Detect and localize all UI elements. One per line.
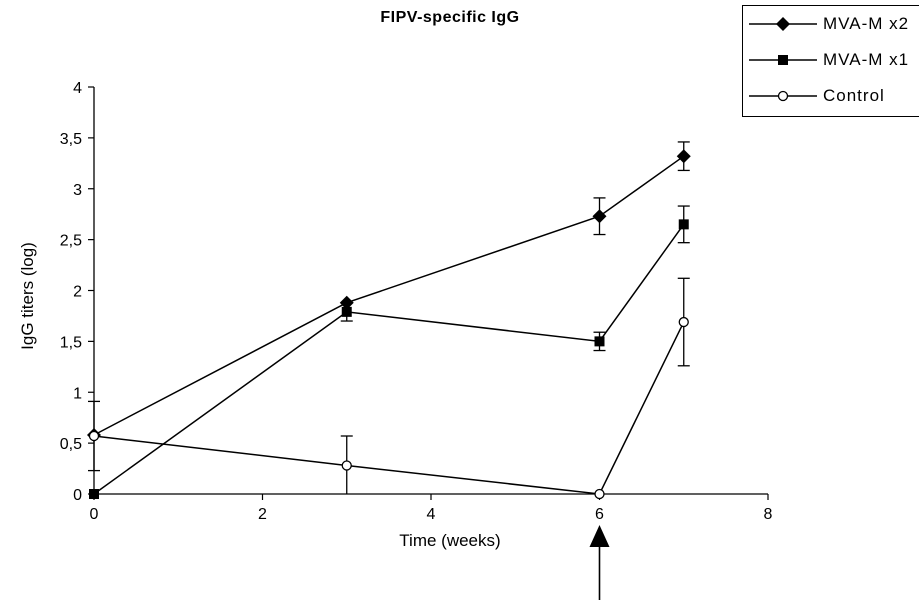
x-axis-label: Time (weeks) — [399, 531, 501, 550]
data-point-square — [678, 219, 689, 230]
data-point-circle — [594, 488, 605, 500]
boost-arrow — [589, 525, 610, 600]
series-line — [93, 321, 685, 495]
data-point-diamond — [592, 209, 607, 224]
series-layer — [87, 141, 691, 500]
annotation-layer — [589, 525, 610, 600]
y-axis-label: IgG titers (log) — [18, 242, 37, 350]
legend: MVA-M x2 MVA-M x1 Control — [742, 5, 919, 117]
x-tick-label: 8 — [764, 506, 773, 523]
chart-title: FIPV-specific IgG — [380, 9, 520, 26]
y-tick-label: 2 — [73, 284, 82, 301]
legend-item-series-0: MVA-M x2 — [747, 12, 919, 36]
x-tick-label: 4 — [427, 506, 436, 523]
legend-swatch-square — [749, 55, 817, 65]
y-tick-label: 0 — [73, 487, 82, 504]
legend-swatch-circle — [749, 90, 817, 102]
legend-swatch-diamond — [749, 17, 817, 31]
y-tick-label: 2,5 — [60, 233, 82, 250]
y-tick-label: 0,5 — [60, 436, 82, 453]
data-point-square — [341, 306, 352, 317]
axis-ticks: 0 2 4 6 8 0 0,5 1 1,5 2 2,5 3 3,5 4 — [60, 80, 773, 523]
y-tick-label: 3,5 — [60, 131, 82, 148]
legend-item-series-2: Control — [747, 84, 919, 108]
legend-label: MVA-M x1 — [823, 50, 910, 69]
y-tick-label: 3 — [73, 182, 82, 199]
legend-label: Control — [823, 86, 885, 105]
axes — [93, 87, 768, 495]
data-point-circle — [678, 316, 689, 328]
data-point-diamond — [676, 149, 691, 164]
data-point-square — [89, 489, 99, 499]
series-line — [93, 223, 685, 495]
y-tick-label: 1,5 — [60, 334, 82, 351]
series-0 — [87, 141, 691, 442]
x-tick-label: 0 — [90, 506, 99, 523]
x-tick-label: 2 — [258, 506, 267, 523]
legend-label: MVA-M x2 — [823, 14, 910, 33]
arrow-head — [589, 525, 610, 547]
y-tick-label: 4 — [73, 80, 82, 97]
series-line — [93, 155, 685, 436]
x-tick-label: 6 — [595, 506, 604, 523]
legend-item-series-1: MVA-M x1 — [747, 48, 919, 72]
y-tick-label: 1 — [73, 385, 82, 402]
series-1 — [89, 205, 690, 499]
data-point-circle — [88, 430, 100, 442]
series-2 — [88, 277, 690, 500]
data-point-square — [594, 336, 605, 347]
data-point-circle — [341, 460, 352, 471]
